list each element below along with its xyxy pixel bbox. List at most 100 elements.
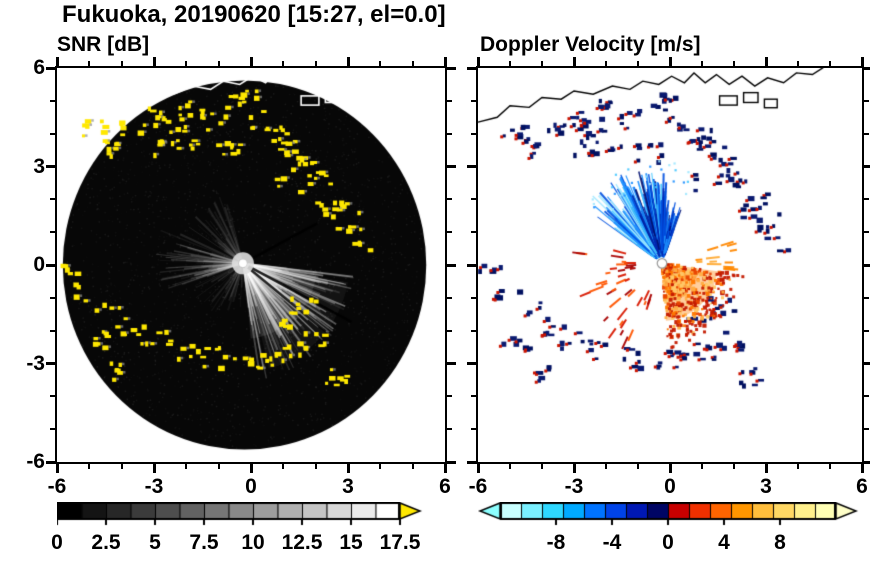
axis-tick — [797, 61, 799, 66]
axis-tick — [605, 464, 607, 469]
axis-tick — [447, 66, 456, 70]
velocity-x-tick-label: 6 — [856, 475, 868, 498]
axis-tick — [447, 395, 452, 398]
velocity-colorbar-label: 0 — [662, 531, 674, 554]
axis-tick — [476, 57, 480, 66]
velocity-colorbar-label: 4 — [718, 531, 730, 554]
axis-tick — [541, 61, 543, 66]
axis-tick — [864, 132, 869, 135]
axis-tick — [46, 460, 55, 464]
axis-tick — [447, 296, 452, 299]
axis-tick — [443, 57, 447, 66]
velocity-x-tick-label: -6 — [468, 475, 488, 498]
axis-tick — [864, 296, 869, 299]
snr-colorbar-label: 12.5 — [281, 531, 323, 554]
axis-tick — [864, 263, 870, 267]
snr-colorbar-label: 10 — [241, 531, 265, 554]
axis-tick — [864, 198, 869, 201]
axis-tick — [282, 464, 285, 469]
axis-tick — [733, 464, 735, 469]
snr-y-tick-label: -6 — [26, 450, 45, 473]
axis-tick — [46, 362, 55, 365]
axis-tick — [88, 61, 91, 66]
axis-tick — [55, 57, 59, 66]
axis-tick — [471, 329, 476, 332]
axis-tick — [467, 66, 476, 70]
velocity-colorbar-label: 8 — [774, 531, 786, 554]
axis-tick — [701, 61, 703, 66]
axis-tick — [447, 263, 456, 267]
axis-tick — [185, 464, 188, 469]
axis-tick — [829, 61, 831, 66]
axis-tick — [541, 464, 543, 469]
axis-tick — [443, 464, 447, 473]
axis-tick — [282, 61, 285, 66]
axis-tick — [471, 198, 476, 201]
axis-tick — [471, 428, 476, 431]
axis-tick — [50, 428, 55, 431]
axis-tick — [471, 132, 476, 135]
axis-tick — [668, 57, 672, 66]
axis-tick — [152, 464, 156, 473]
axis-tick — [572, 464, 576, 473]
axis-tick — [797, 464, 799, 469]
axis-tick — [860, 464, 864, 473]
axis-tick — [829, 464, 831, 469]
axis-tick — [733, 61, 735, 66]
snr-colorbar-label: 7.5 — [189, 531, 219, 554]
axis-tick — [88, 464, 91, 469]
snr-colorbar-label: 2.5 — [91, 531, 121, 554]
snr-ppi-canvas — [57, 68, 445, 462]
axis-tick — [120, 61, 123, 66]
snr-x-tick-label: -3 — [144, 475, 164, 498]
axis-tick — [864, 362, 870, 365]
axis-tick — [764, 57, 768, 66]
snr-panel-title: SNR [dB] — [57, 33, 150, 56]
axis-tick — [471, 99, 476, 102]
snr-colorbar — [57, 502, 437, 528]
axis-tick — [864, 231, 869, 234]
axis-tick — [764, 464, 768, 473]
snr-plot-frame — [55, 66, 447, 464]
axis-tick — [50, 231, 55, 234]
snr-colorbar-label: 15 — [339, 531, 363, 554]
figure-title: Fukuoka, 20190620 [15:27, el=0.0] — [62, 1, 446, 28]
snr-colorbar-label: 5 — [149, 531, 161, 554]
snr-y-tick-label: -3 — [26, 351, 45, 375]
snr-x-tick-label: 6 — [439, 475, 451, 498]
axis-tick — [447, 428, 452, 431]
axis-tick — [509, 464, 511, 469]
axis-tick — [447, 329, 452, 332]
axis-tick — [50, 395, 55, 398]
velocity-plot-frame — [476, 66, 864, 464]
axis-tick — [467, 263, 476, 267]
snr-y-tick-label: 0 — [33, 253, 45, 276]
axis-tick — [50, 296, 55, 299]
axis-tick — [605, 61, 607, 66]
axis-tick — [864, 66, 870, 70]
axis-tick — [476, 464, 480, 473]
axis-tick — [152, 57, 156, 66]
axis-tick — [120, 464, 123, 469]
axis-tick — [249, 464, 253, 473]
velocity-x-tick-label: 3 — [760, 475, 772, 498]
axis-tick — [864, 99, 869, 102]
axis-tick — [46, 263, 55, 267]
axis-tick — [467, 362, 476, 365]
axis-tick — [701, 464, 703, 469]
axis-tick — [860, 57, 864, 66]
axis-tick — [50, 132, 55, 135]
axis-tick — [447, 132, 452, 135]
axis-tick — [55, 464, 59, 473]
velocity-x-tick-label: 0 — [664, 475, 676, 498]
axis-tick — [471, 395, 476, 398]
snr-x-tick-label: 3 — [342, 475, 354, 498]
axis-tick — [314, 61, 317, 66]
axis-tick — [447, 362, 456, 365]
velocity-x-tick-label: -3 — [564, 475, 584, 498]
axis-tick — [471, 231, 476, 234]
velocity-ppi-canvas — [478, 68, 862, 462]
axis-tick — [447, 165, 456, 168]
axis-tick — [864, 329, 869, 332]
